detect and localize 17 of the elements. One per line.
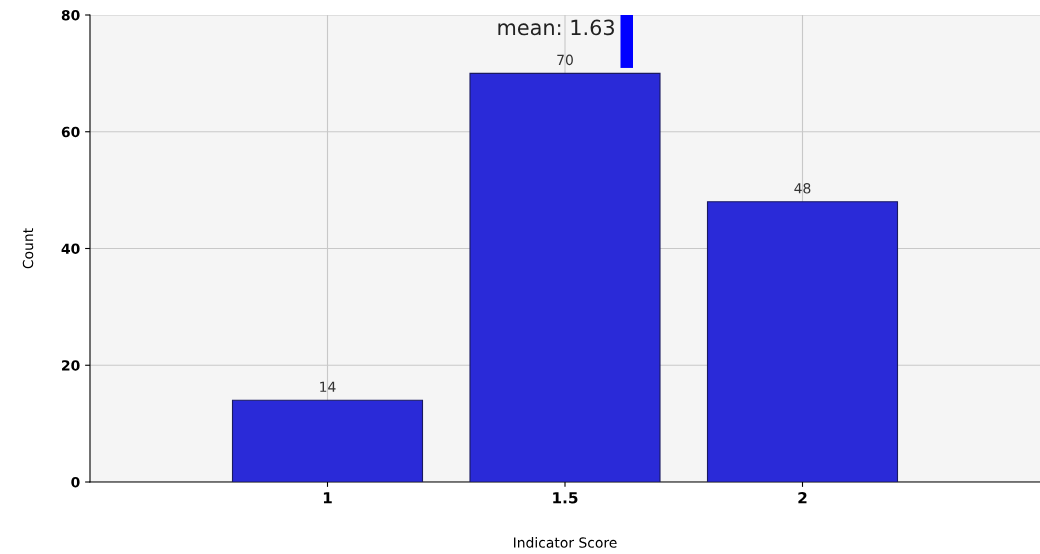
data-label: 70 [557, 54, 573, 66]
bar [706, 201, 899, 482]
y-axis-title: Count [22, 228, 34, 269]
data-label: 48 [794, 183, 811, 194]
x-axis-title: Indicator Score [514, 537, 617, 548]
ref-line-label: mean: 1.63 [498, 19, 614, 36]
y-tick-label: 80 [61, 9, 80, 21]
bar [469, 72, 661, 482]
bar [231, 399, 424, 482]
y-tick-label: 20 [62, 360, 80, 371]
x-tick-label: 2 [798, 491, 807, 504]
x-tick-label: 1 [323, 492, 332, 504]
y-tick-label: 60 [61, 126, 80, 138]
data-label: 14 [320, 381, 336, 392]
y-tick-label: 0 [71, 476, 80, 488]
x-tick-label: 1.5 [553, 492, 578, 504]
y-tick-label: 40 [61, 243, 80, 254]
